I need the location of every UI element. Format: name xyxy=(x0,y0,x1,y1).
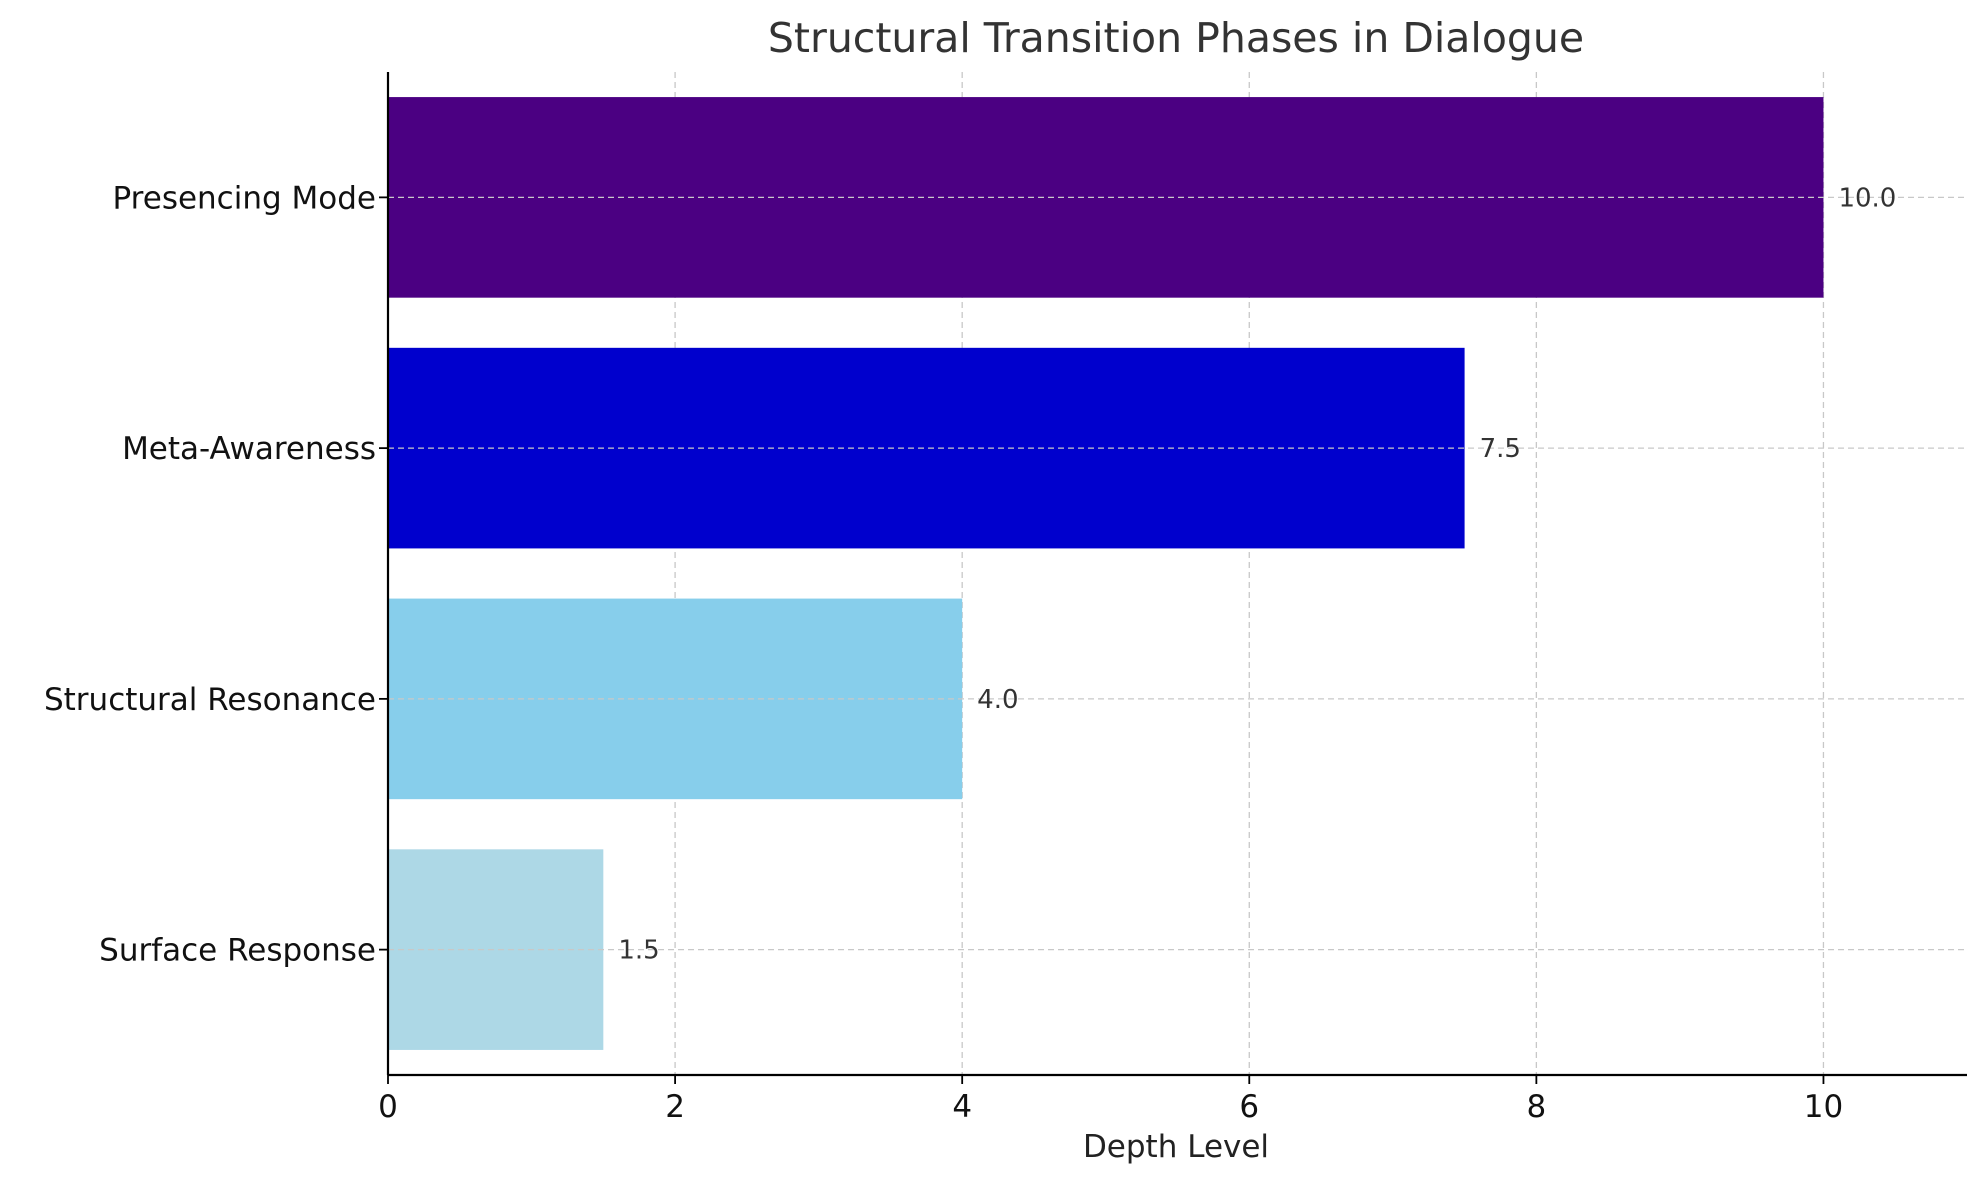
x-tick-label: 6 xyxy=(1239,1089,1259,1125)
category-label: Surface Response xyxy=(99,933,376,969)
x-tick-label: 4 xyxy=(952,1089,972,1125)
x-axis-label: Depth Level xyxy=(1083,1129,1269,1165)
x-tick-label: 10 xyxy=(1804,1089,1843,1125)
bar xyxy=(388,347,1465,549)
chart-title: Structural Transition Phases in Dialogue xyxy=(768,14,1584,62)
x-ticks: 0 2 4 6 8 10 xyxy=(378,1075,1843,1125)
value-labels: 1.5 4.0 7.5 10.0 xyxy=(618,183,1896,965)
x-tick-label: 2 xyxy=(665,1089,685,1125)
x-tick-label: 8 xyxy=(1526,1089,1546,1125)
axes xyxy=(386,72,1967,1077)
category-label: Meta-Awareness xyxy=(122,431,376,467)
x-tick-label: 0 xyxy=(378,1089,398,1125)
bar-value-label: 10.0 xyxy=(1838,183,1896,213)
bar xyxy=(388,598,963,800)
bar-value-label: 4.0 xyxy=(977,685,1018,715)
bar-value-label: 7.5 xyxy=(1480,434,1521,464)
bar-value-label: 1.5 xyxy=(618,936,659,966)
bar xyxy=(388,97,1824,298)
category-label: Presencing Mode xyxy=(113,180,376,216)
category-label: Structural Resonance xyxy=(44,682,376,718)
bars xyxy=(388,97,1824,1050)
y-categories: Surface Response Structural Resonance Meta… xyxy=(44,180,388,969)
